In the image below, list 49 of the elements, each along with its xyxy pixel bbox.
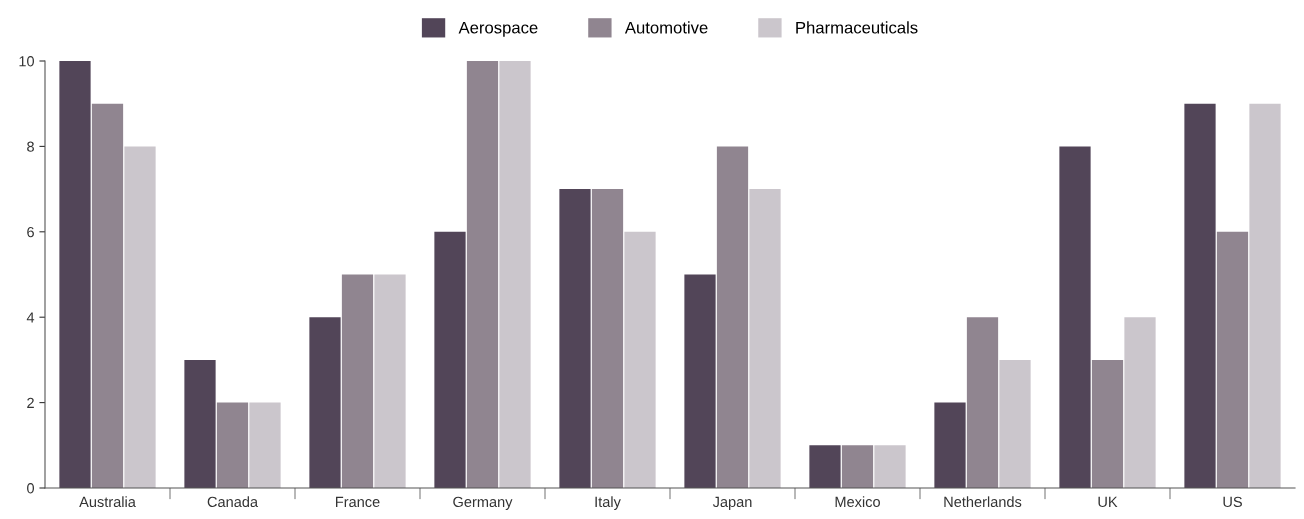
- bar: [341, 274, 374, 488]
- bar: [184, 359, 216, 488]
- bar: [841, 445, 874, 488]
- bar: [124, 146, 156, 488]
- bar: [966, 317, 999, 488]
- y-tick-label: 10: [19, 56, 35, 67]
- bar: [874, 445, 906, 488]
- x-tick-label: Germany: [453, 496, 513, 510]
- bar: [216, 402, 249, 488]
- bar: [1216, 231, 1249, 488]
- legend-label: Aerospace: [458, 21, 538, 37]
- bar: [374, 274, 406, 488]
- bar: [716, 146, 749, 488]
- bar: [249, 402, 281, 488]
- x-tick-label: US: [1223, 496, 1242, 508]
- bar: [591, 189, 624, 488]
- bar: [1184, 103, 1216, 488]
- bar: [809, 445, 841, 488]
- x-tick-label: Japan: [712, 496, 752, 510]
- bar: [684, 274, 716, 488]
- y-tick-label: 4: [26, 312, 35, 323]
- x-tick-label: France: [336, 496, 380, 508]
- bar: [1124, 317, 1156, 488]
- x-tick-label: UK: [1098, 496, 1118, 508]
- bar: [499, 61, 531, 488]
- legend-label: Automotive: [624, 21, 708, 34]
- bar: [466, 61, 499, 488]
- bar: [309, 317, 341, 488]
- bar: [1059, 146, 1091, 488]
- y-tick-label: 2: [27, 397, 34, 408]
- bar: [1249, 103, 1281, 488]
- bar: [749, 189, 781, 488]
- x-tick-label: Italy: [595, 496, 621, 510]
- bar: [934, 402, 966, 488]
- x-tick-label: Australia: [79, 496, 136, 508]
- y-tick-label: 8: [27, 141, 34, 152]
- x-tick-label: Canada: [207, 496, 259, 508]
- x-tick-label: Mexico: [835, 496, 880, 508]
- legend-label: Pharmaceuticals: [796, 21, 918, 34]
- y-tick-label: 0: [27, 483, 35, 494]
- bar: [91, 103, 124, 488]
- bar: [624, 231, 656, 488]
- x-tick-label: Netherlands: [944, 496, 1022, 508]
- bar: [59, 61, 91, 488]
- bar: [559, 189, 591, 488]
- bar: [999, 359, 1031, 488]
- bar: [1091, 359, 1124, 488]
- bar: [434, 231, 466, 488]
- y-tick-label: 6: [27, 226, 34, 238]
